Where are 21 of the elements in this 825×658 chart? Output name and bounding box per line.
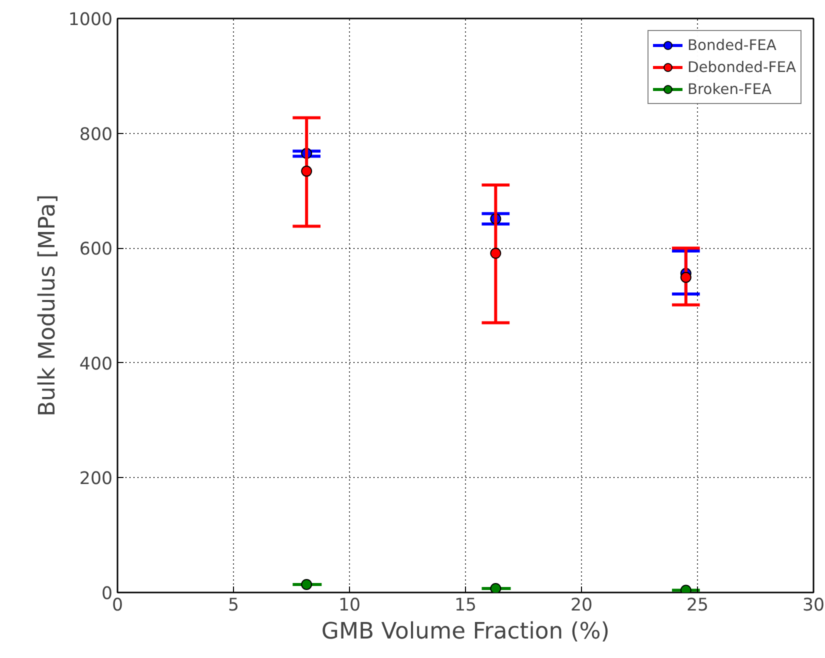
x-axis-title: GMB Volume Fraction (%) bbox=[321, 618, 610, 644]
x-tick-label: 20 bbox=[570, 596, 593, 616]
point bbox=[490, 248, 502, 259]
x-tick-label: 30 bbox=[802, 596, 825, 616]
x-tick-label: 10 bbox=[338, 596, 361, 616]
y-tick-label: 1000 bbox=[68, 10, 113, 30]
x-tick-label: 5 bbox=[228, 596, 240, 616]
legend-label: Bonded-FEA bbox=[688, 36, 776, 54]
x-tick-label: 15 bbox=[454, 596, 477, 616]
y-tick-label: 400 bbox=[79, 354, 113, 374]
point bbox=[301, 578, 312, 590]
y-tick-label: 600 bbox=[79, 240, 113, 260]
x-tick-label: 25 bbox=[686, 596, 709, 616]
legend-label: Debonded-FEA bbox=[688, 58, 796, 76]
y-tick-label: 200 bbox=[79, 469, 113, 490]
point bbox=[680, 272, 692, 283]
y-tick-label: 800 bbox=[79, 124, 113, 145]
point bbox=[490, 582, 502, 592]
point bbox=[301, 166, 312, 177]
legend-label: Broken-FEA bbox=[688, 80, 772, 98]
y-axis-title: Bulk Modulus [MPa] bbox=[34, 194, 60, 417]
